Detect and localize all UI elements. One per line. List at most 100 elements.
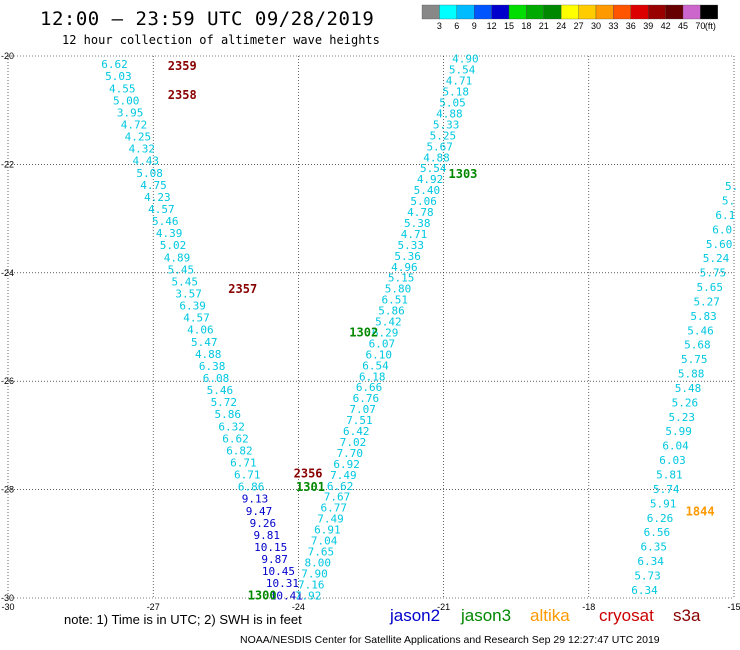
swh-label: 5.99 [665,425,692,438]
color-scale-value: 24 [556,21,566,31]
time-label: 1300 [248,588,277,602]
swh-label: 6.26 [647,512,674,525]
color-scale-value: 45 [678,21,688,31]
swh-label: 5.83 [690,310,717,323]
note-text: note: 1) Time is in UTC; 2) SWH is in fe… [64,612,302,627]
swh-label: 5.46 [687,324,714,337]
time-label: 1303 [449,167,478,181]
swh-label: 5.80 [385,283,412,296]
x-tick-label: -24 [292,602,305,612]
swh-label: 5.91 [650,497,677,510]
swh-label: 4.90 [452,53,479,66]
swh-label: 6.51 [382,294,409,307]
swh-label: 6.04 [662,440,689,453]
swh-label: 4.39 [156,227,183,240]
swh-label: 5.25 [430,129,457,142]
color-swatch [456,4,475,20]
swh-label: 5.72 [211,396,238,409]
x-tick-label: -21 [437,602,450,612]
swh-label: 4.96 [391,261,418,274]
swh-label: 3.57 [175,287,202,300]
x-tick-label: -15 [727,602,740,612]
swh-label: 7.92 [295,589,322,602]
swh-label: 5.24 [703,252,730,265]
swh-label: 5.40 [414,184,441,197]
swh-label: 5. [725,180,738,193]
swh-label: 6.07 [369,337,396,350]
swh-label: 7.07 [349,403,376,416]
swh-label: 4.55 [109,82,136,95]
swh-label: 4.43 [132,155,159,168]
swh-label: 5.73 [634,569,661,582]
swh-label: 6.82 [226,444,253,457]
color-swatch [474,4,492,20]
swh-label: 10.31 [266,577,299,590]
swh-label: 5.15 [388,272,415,285]
swh-label: 6.54 [362,359,389,372]
swh-label: 5.88 [678,368,705,381]
swh-label: 6.76 [353,392,380,405]
y-tick-label: -22 [1,159,14,169]
color-scale-value: 18 [521,21,531,31]
swh-label: 5.18 [442,86,469,99]
swh-label: 4.92 [417,173,444,186]
swh-label: 4.71 [446,75,473,88]
color-scale-value: 36 [626,21,636,31]
swh-label: 4.57 [183,312,210,325]
swh-label: 7.65 [308,545,335,558]
swh-label: 5.36 [394,250,421,263]
swh-label: 6.62 [222,432,249,445]
swh-label: 9.13 [242,493,269,506]
swh-label: 8.00 [304,556,331,569]
swh-label: 5.27 [693,295,720,308]
swh-label: 4.72 [121,118,148,131]
swh-label: 5.23 [669,411,696,424]
color-scale-value: 42 [661,21,671,31]
swh-label: 5. [722,195,735,208]
swh-label: 5.81 [656,469,683,482]
track-altika-1844: 5.5.6.16.05.605.245.755.655.275.835.465.… [631,180,738,597]
swh-label: 7.49 [330,469,357,482]
grid [7,55,735,599]
swh-label: 7.04 [311,535,338,548]
swh-label: 6.62 [101,58,128,71]
color-swatch [700,4,718,20]
swh-label: 6.77 [321,502,348,515]
swh-label: 4.78 [407,206,434,219]
swh-label: 5.60 [706,238,733,251]
color-scale-value: 27 [574,21,584,31]
swh-label: 6.10 [365,348,392,361]
swh-label: 4.06 [187,324,214,337]
swh-label: 6.66 [356,381,383,394]
swh-label: 4.75 [140,179,167,192]
color-scale-legend: 3 6 9 12 15 18 21 24 27 30 33 36 39 42 45 70 (ft) [421,4,718,31]
swh-label: 4.57 [148,203,175,216]
color-scale-value: 70 [695,21,705,31]
swh-label: 5.48 [675,382,702,395]
swh-label: 3.95 [117,106,144,119]
color-swatch [682,4,701,20]
color-swatch [491,4,510,20]
swh-label: 6.91 [314,524,341,537]
color-scale-unit: (ft) [705,21,716,31]
swh-label: 6.38 [199,360,226,373]
swh-label: 6.0 [712,223,732,236]
color-swatch [439,4,457,20]
swh-label: 10.45 [262,565,295,578]
color-swatch [421,4,440,20]
swh-label: 6.34 [631,584,658,597]
footer-credit: NOAA/NESDIS Center for Satellite Applica… [240,634,660,646]
swh-label: 10.15 [254,541,287,554]
mission-jason3: jason3 [461,606,512,625]
color-scale-value: 33 [608,21,618,31]
swh-label: 10.41 [270,589,303,602]
swh-label: 5.03 [105,70,132,83]
swh-label: 5.38 [404,217,431,230]
swh-label: 6.62 [327,480,354,493]
x-tick-label: -18 [582,602,595,612]
swh-label: 5.26 [672,396,699,409]
swh-label: 6.32 [218,420,245,433]
swh-label: 9.26 [250,517,277,530]
y-tick-label: -20 [1,51,14,61]
swh-label: 7.02 [340,436,367,449]
